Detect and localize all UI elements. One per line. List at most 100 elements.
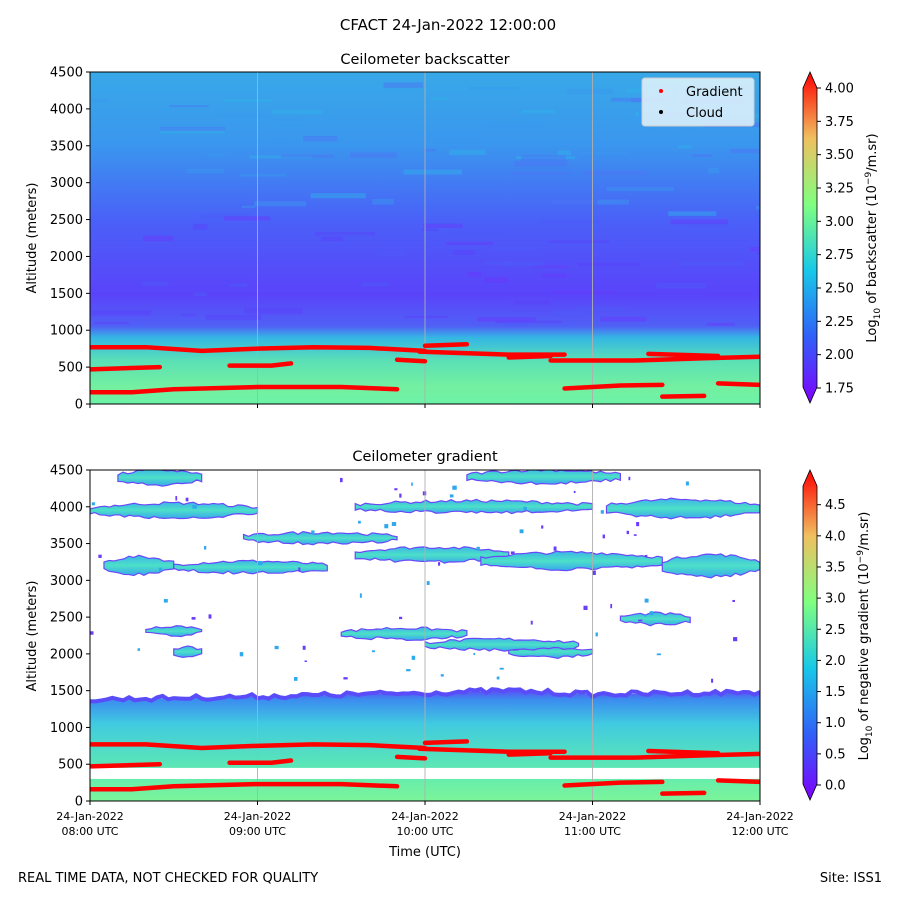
texture-streak bbox=[495, 320, 563, 324]
speckle bbox=[239, 652, 244, 657]
speckle bbox=[274, 645, 279, 650]
colorbar-tick-label: 2.00 bbox=[825, 348, 854, 363]
texture-streak bbox=[205, 314, 262, 320]
texture-streak bbox=[755, 320, 760, 325]
texture-streak bbox=[452, 250, 476, 255]
speckle bbox=[185, 497, 189, 502]
speckle bbox=[733, 637, 738, 642]
texture-streak bbox=[320, 233, 371, 240]
gradient-layer-line bbox=[90, 344, 428, 354]
backscatter-colorbar: 1.75 2.00 2.25 2.50 2.75 3.00 3.25 3.50 3.75 4.00… bbox=[802, 71, 883, 404]
colorbar2-ticks: 0.0 0.5 1.0 1.5 2.0 2.5 3.0 3.5 4.0 4.5 bbox=[817, 498, 846, 794]
speckle bbox=[422, 491, 427, 496]
legend-cloud-label: Cloud bbox=[686, 106, 723, 121]
texture-streak bbox=[503, 322, 528, 328]
speckle bbox=[257, 560, 263, 566]
texture-streak bbox=[531, 265, 568, 268]
gradient-layer-line bbox=[90, 364, 163, 372]
gradient-layer-line bbox=[227, 758, 294, 766]
x-tick-label-time: 08:00 UTC bbox=[61, 825, 118, 838]
colorbar2-label: Log10 of negative gradient (10−9/m.sr) bbox=[856, 512, 875, 761]
colorbar-tick-label: 2.25 bbox=[825, 315, 854, 330]
texture-streak bbox=[583, 170, 647, 176]
texture-streak bbox=[281, 154, 334, 158]
y-tick-label: 0 bbox=[75, 795, 83, 810]
speckle bbox=[510, 551, 515, 554]
speckle bbox=[163, 599, 168, 603]
speckle bbox=[711, 678, 714, 683]
texture-streak bbox=[551, 199, 619, 204]
speckle bbox=[411, 655, 416, 660]
texture-streak bbox=[91, 310, 152, 316]
gradient-layer-line bbox=[715, 778, 760, 785]
gradient-ylabel: Altitude (meters) bbox=[25, 581, 40, 692]
texture-streak bbox=[706, 322, 735, 326]
site-label: Site: ISS1 bbox=[820, 871, 882, 886]
texture-streak bbox=[271, 110, 323, 114]
gradient-layer-line bbox=[506, 750, 553, 757]
speckle bbox=[519, 529, 524, 534]
texture-streak bbox=[421, 228, 439, 231]
y-tick-label: 500 bbox=[58, 361, 83, 376]
colorbar-tick-label: 2.5 bbox=[825, 623, 846, 638]
texture-streak bbox=[169, 105, 209, 108]
y-tick-label: 1500 bbox=[50, 684, 83, 699]
texture-streak bbox=[756, 252, 760, 255]
gradient-layer-line bbox=[90, 742, 428, 751]
texture-streak bbox=[678, 145, 692, 149]
y-tick-label: 2000 bbox=[50, 250, 83, 265]
speckle bbox=[573, 490, 576, 494]
gradient-y-axis: 0 500 1000 1500 2000 2500 3000 3500 4000 4500 bbox=[50, 464, 90, 810]
speckle bbox=[633, 534, 637, 536]
speckle bbox=[656, 653, 661, 656]
backscatter-texture bbox=[90, 82, 760, 328]
gradient-layer-line bbox=[562, 779, 665, 788]
texture-streak bbox=[581, 151, 628, 155]
texture-streak bbox=[159, 128, 225, 134]
texture-streak bbox=[483, 261, 515, 266]
x-tick-label-time: 11:00 UTC bbox=[564, 825, 621, 838]
gradient-layer-line bbox=[562, 382, 665, 391]
texture-streak bbox=[229, 283, 247, 287]
speckle bbox=[628, 476, 631, 481]
speckle bbox=[553, 546, 557, 551]
y-tick-label: 4000 bbox=[50, 500, 83, 515]
texture-streak bbox=[468, 86, 520, 91]
colorbar-tick-label: 2.0 bbox=[825, 654, 846, 669]
texture-streak bbox=[541, 219, 598, 224]
texture-streak bbox=[143, 235, 174, 242]
speckle bbox=[399, 493, 402, 498]
texture-streak bbox=[645, 129, 658, 133]
texture-streak bbox=[223, 99, 273, 102]
speckle bbox=[371, 650, 375, 653]
y-tick-label: 1500 bbox=[50, 287, 83, 302]
gradient-x-axis: 24-Jan-2022 08:00 UTC 24-Jan-2022 09:00 UTC… bbox=[56, 801, 794, 838]
texture-streak bbox=[349, 152, 397, 159]
speckle bbox=[602, 534, 605, 539]
colorbar-tick-label: 0.5 bbox=[825, 747, 846, 762]
texture-streak bbox=[361, 282, 389, 286]
speckle bbox=[732, 599, 735, 603]
texture-streak bbox=[630, 98, 649, 103]
gradient-layer-line bbox=[715, 381, 760, 388]
gradient-layer-line bbox=[660, 393, 707, 399]
texture-streak bbox=[383, 82, 423, 89]
texture-streak bbox=[600, 316, 647, 322]
x-tick-label-date: 24-Jan-2022 bbox=[559, 810, 627, 823]
texture-streak bbox=[542, 273, 567, 278]
y-tick-label: 1000 bbox=[50, 324, 83, 339]
y-tick-label: 4500 bbox=[50, 464, 83, 479]
gradient-layer-line bbox=[422, 341, 470, 348]
gradient-layer-line bbox=[90, 384, 400, 395]
texture-streak bbox=[547, 240, 611, 244]
texture-streak bbox=[377, 250, 405, 257]
y-tick-label: 3500 bbox=[50, 537, 83, 552]
texture-streak bbox=[557, 150, 571, 156]
speckle bbox=[523, 506, 527, 511]
gradient-layer-line bbox=[394, 754, 428, 761]
gradient-layer-line bbox=[90, 761, 163, 769]
gradient-colorbar: 0.0 0.5 1.0 1.5 2.0 2.5 3.0 3.5 4.0 4.5 Log10 of … bbox=[802, 469, 875, 801]
texture-streak bbox=[303, 135, 338, 142]
quality-disclaimer: REAL TIME DATA, NOT CHECKED FOR QUALITY bbox=[18, 871, 318, 886]
